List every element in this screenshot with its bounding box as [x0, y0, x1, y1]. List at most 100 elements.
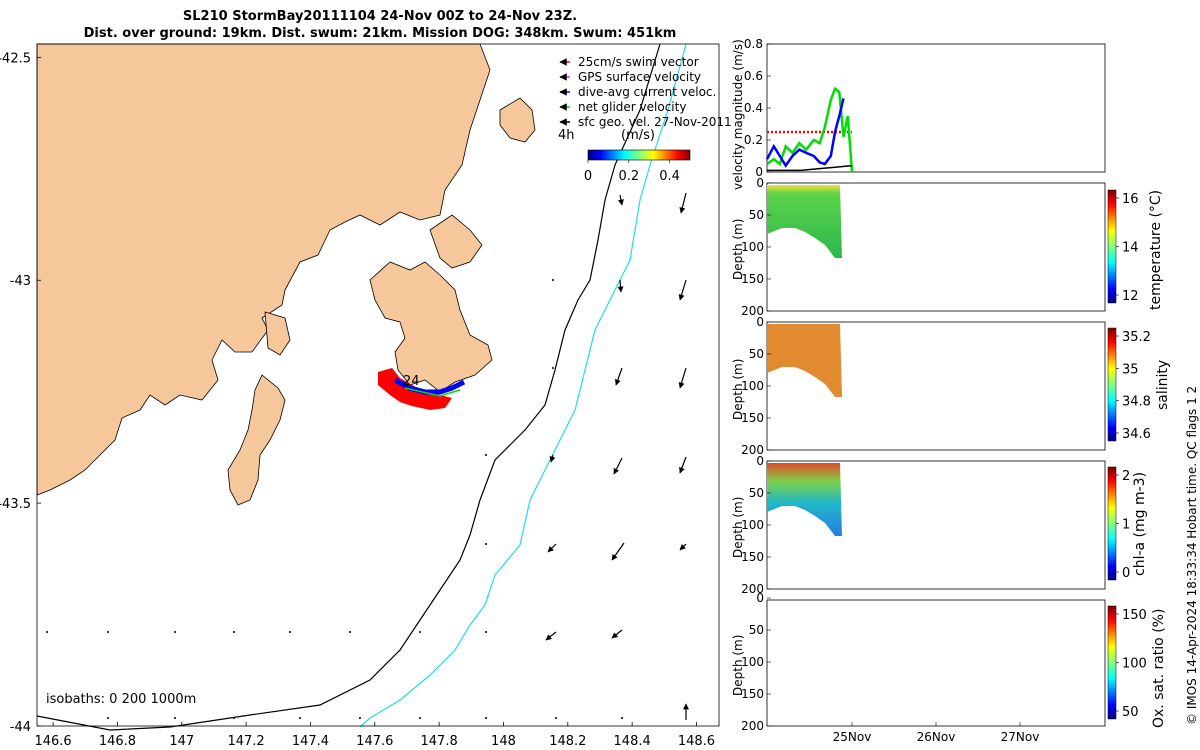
time-tick-label: 25Nov — [833, 730, 872, 744]
map-x-tick-label: 147.8 — [421, 734, 458, 749]
temperature-depth-axis: 0 50 100 150 200 — [741, 176, 771, 318]
isobath-1000m-line — [359, 43, 687, 728]
colorbar-tick-label: 35 — [1122, 362, 1139, 377]
colorbar-tick-label: 0 — [1122, 566, 1130, 581]
depth-tick-label: 0 — [756, 176, 764, 190]
depth-tick-label: 100 — [741, 655, 764, 669]
legend-item: GPS surface velocity — [559, 70, 701, 84]
depth-tick-label: 50 — [749, 623, 764, 637]
colorbar-tick-label: 34.6 — [1122, 427, 1151, 442]
velocity-series-line — [765, 98, 845, 168]
colorbar-tick-label: 150 — [1122, 608, 1147, 623]
salinity-section — [767, 324, 842, 397]
colorbar-tick-label: 12 — [1122, 289, 1139, 304]
chla-panel[interactable]: 0 50 100 150 200 Depth (m) 2 1 0 chl-a (mg m-3… — [731, 454, 1148, 596]
depth-tick-label: 150 — [741, 550, 764, 564]
legend-label: sfc geo. vel. 27-Nov-2011 — [578, 115, 732, 129]
isobath-label: isobaths: 0 200 1000m — [46, 692, 196, 707]
map-x-tick-label: 148.4 — [614, 734, 651, 749]
time-tick-label: 27Nov — [1001, 730, 1040, 744]
velocity-y-axis: 0 0.2 0.4 0.6 0.8 — [744, 37, 771, 179]
map-y-tick-label: -43 — [10, 274, 31, 289]
colorbar-tick-label: 2 — [1122, 469, 1130, 484]
speed-colorbar: 4h (m/s) 0 0.2 0.4 — [558, 128, 691, 184]
colorbar-tick-label: 100 — [1122, 657, 1147, 672]
temperature-panel[interactable]: 0 50 100 150 200 Depth (m) 16 14 12 temperatur… — [731, 176, 1164, 318]
oxygen-ylabel: Depth (m) — [731, 635, 745, 696]
salinity-colorbar — [1107, 327, 1117, 442]
velocity-y-tick-label: 0.6 — [744, 69, 763, 83]
depth-tick-label: 100 — [741, 379, 764, 393]
velocity-frame — [766, 43, 1106, 173]
legend-label: dive-avg current veloc. — [578, 85, 716, 99]
depth-tick-label: 100 — [741, 518, 764, 532]
colorbar-tick-label: 50 — [1122, 705, 1139, 720]
temperature-colorbar-ticks: 16 14 12 — [1116, 192, 1139, 304]
depth-tick-label: 200 — [741, 719, 764, 733]
depth-tick-label: 50 — [749, 486, 764, 500]
colorbar-tick-label: 16 — [1122, 192, 1139, 207]
time-tick-label: 26Nov — [917, 730, 956, 744]
legend-item: net glider velocity — [559, 100, 686, 114]
velocity-y-tick-label: 0 — [755, 165, 763, 179]
colorbar-tick-label: 0.2 — [618, 169, 639, 184]
land-tasmania — [36, 43, 536, 506]
colorbar-tick-label: 34.8 — [1122, 395, 1151, 410]
geostrophic-vector-field — [545, 192, 689, 720]
legend-item: sfc geo. vel. 27-Nov-2011 — [559, 115, 732, 129]
colorbar-gradient — [587, 149, 691, 161]
depth-tick-label: 150 — [741, 687, 764, 701]
depth-tick-label: 100 — [741, 240, 764, 254]
map-x-tick-label: 147 — [169, 734, 194, 749]
depth-tick-label: 200 — [741, 582, 764, 596]
colorbar-ticks: 0 0.2 0.4 — [584, 160, 680, 184]
map-y-tick-label: -43.5 — [0, 497, 31, 512]
temperature-cbar-label: temperature (°C) — [1148, 190, 1164, 310]
time-axis: 25Nov 26Nov 27Nov — [833, 722, 1040, 744]
temperature-colorbar — [1107, 189, 1117, 304]
depth-tick-label: 0 — [756, 591, 764, 605]
oxygen-panel[interactable]: 0 50 100 150 200 Depth (m) 150 100 50 Ox. sat.… — [731, 591, 1167, 744]
colorbar-tick-label: 35.2 — [1122, 330, 1151, 345]
temperature-ylabel: Depth (m) — [731, 219, 745, 280]
legend-item: 25cm/s swim vector — [559, 55, 699, 69]
chla-cbar-label: chl-a (mg m-3) — [1132, 472, 1148, 576]
chla-colorbar-ticks: 2 1 0 — [1116, 469, 1130, 581]
figure-title-line1: SL210 StormBay20111104 24-Nov 00Z to 24-… — [182, 9, 578, 24]
chla-ylabel: Depth (m) — [731, 497, 745, 558]
salinity-ylabel: Depth (m) — [731, 359, 745, 420]
dive-avg-current-vectors — [393, 377, 466, 395]
map-x-tick-label: 147.2 — [227, 734, 264, 749]
legend-label: net glider velocity — [578, 100, 686, 114]
map-x-tick-label: 146.6 — [34, 734, 71, 749]
chla-colorbar — [1107, 466, 1117, 581]
oxygen-colorbar-ticks: 150 100 50 — [1116, 608, 1147, 720]
depth-tick-label: 0 — [756, 454, 764, 468]
colorbar-tick-label: 0 — [584, 169, 592, 184]
depth-tick-label: 150 — [741, 272, 764, 286]
glider-track: 24 — [378, 368, 466, 410]
isobath-200m-line — [36, 43, 661, 731]
map-x-tick-label: 147.6 — [356, 734, 393, 749]
depth-tick-label: 200 — [741, 443, 764, 457]
depth-tick-label: 50 — [749, 208, 764, 222]
legend-label: GPS surface velocity — [578, 70, 701, 84]
net-velocity-vectors — [404, 387, 461, 397]
map-frame — [36, 43, 720, 727]
temperature-section — [767, 185, 842, 258]
map-y-tick-label: -42.5 — [0, 51, 31, 66]
chla-depth-axis: 0 50 100 150 200 — [741, 454, 771, 596]
oxygen-cbar-label: Ox. sat. ratio (%) — [1151, 609, 1167, 728]
velocity-y-tick-label: 0.4 — [744, 101, 763, 115]
velocity-y-tick-label: 0.8 — [744, 37, 763, 51]
oxygen-depth-axis: 0 50 100 150 200 — [741, 591, 771, 733]
colorbar-time-label: 4h — [558, 128, 575, 143]
velocity-panel[interactable]: 0 0.2 0.4 0.6 0.8 velocity magnitude (m/s) — [731, 37, 1106, 190]
salinity-panel[interactable]: 0 50 100 150 200 Depth (m) 35.2 35 34.8 34.6 sa… — [731, 315, 1171, 457]
velocity-y-tick-label: 0.2 — [744, 133, 763, 147]
map-x-tick-label: 147.4 — [292, 734, 329, 749]
legend-label: 25cm/s swim vector — [578, 55, 699, 69]
